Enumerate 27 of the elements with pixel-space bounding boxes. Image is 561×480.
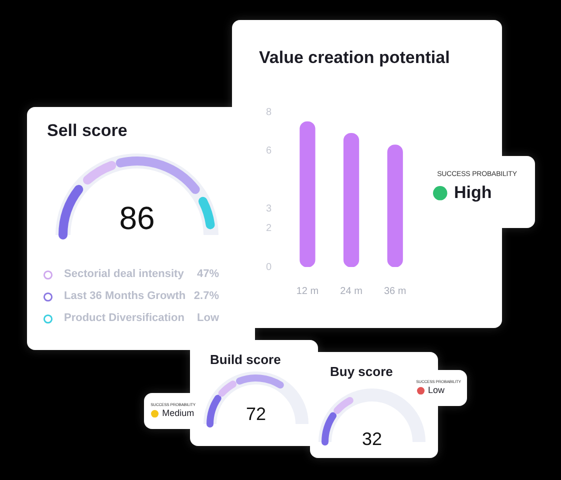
y-tick-label: 8	[266, 106, 272, 118]
bar	[343, 132, 360, 267]
text: Medium	[162, 408, 194, 418]
bar	[300, 121, 316, 267]
text: Sectorial deal intensity	[64, 268, 184, 280]
text: Low	[428, 385, 445, 396]
text: 86	[118, 200, 156, 238]
text: 32	[360, 429, 384, 450]
text: 72	[246, 404, 266, 424]
x-tick-label: 36 m	[384, 286, 406, 297]
text: 47%	[196, 268, 219, 280]
bar	[387, 144, 403, 267]
text: Buy score	[330, 364, 393, 379]
x-tick-label: 12 m	[296, 286, 319, 297]
text: Sell score	[47, 121, 128, 141]
chart-title: Value creation potential	[259, 48, 450, 68]
text: Build score	[210, 352, 281, 367]
y-tick-label: 6	[266, 146, 272, 156]
y-tick-label: 3	[266, 204, 272, 215]
y-tick-label: 2	[266, 223, 272, 234]
text: Product Diversification	[64, 312, 184, 324]
text: 2.7%	[194, 290, 219, 302]
text: High	[454, 182, 492, 203]
text: Last 36 Months Growth	[64, 290, 186, 302]
x-tick-label: 24 m	[340, 286, 362, 297]
text: Low	[197, 312, 219, 324]
y-tick-label: 0	[266, 262, 272, 273]
